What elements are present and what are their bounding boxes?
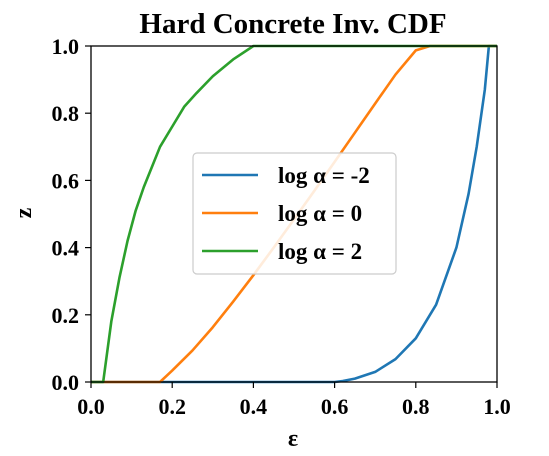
y-axis: 0.0 0.2 0.4 0.6 0.8 1.0 bbox=[52, 34, 91, 395]
y-tick-label: 0.8 bbox=[52, 101, 80, 126]
y-tick-label: 0.6 bbox=[52, 168, 80, 193]
x-tick-label: 0.4 bbox=[240, 394, 268, 419]
legend: log α = -2 log α = 0 log α = 2 bbox=[192, 152, 397, 275]
legend-box bbox=[192, 152, 397, 275]
legend-label-2: log α = 0 bbox=[278, 201, 362, 226]
y-tick-label: 0.0 bbox=[52, 370, 80, 395]
x-tick-label: 0.2 bbox=[158, 394, 186, 419]
x-axis: 0.0 0.2 0.4 0.6 0.8 1.0 bbox=[77, 382, 511, 419]
x-axis-label: ε bbox=[288, 426, 298, 452]
x-tick-label: 0.0 bbox=[77, 394, 105, 419]
chart-title: Hard Concrete Inv. CDF bbox=[139, 8, 446, 40]
x-tick-label: 0.6 bbox=[321, 394, 349, 419]
x-tick-label: 0.8 bbox=[402, 394, 430, 419]
legend-label-1: log α = -2 bbox=[278, 163, 370, 188]
y-tick-label: 1.0 bbox=[52, 34, 80, 59]
legend-label-3: log α = 2 bbox=[278, 239, 362, 264]
y-axis-label: z bbox=[11, 207, 37, 218]
plot-area bbox=[90, 44, 498, 384]
x-tick-label: 1.0 bbox=[483, 394, 511, 419]
y-tick-label: 0.2 bbox=[52, 303, 80, 328]
y-tick-label: 0.4 bbox=[52, 236, 80, 261]
plot-frame bbox=[90, 45, 498, 383]
